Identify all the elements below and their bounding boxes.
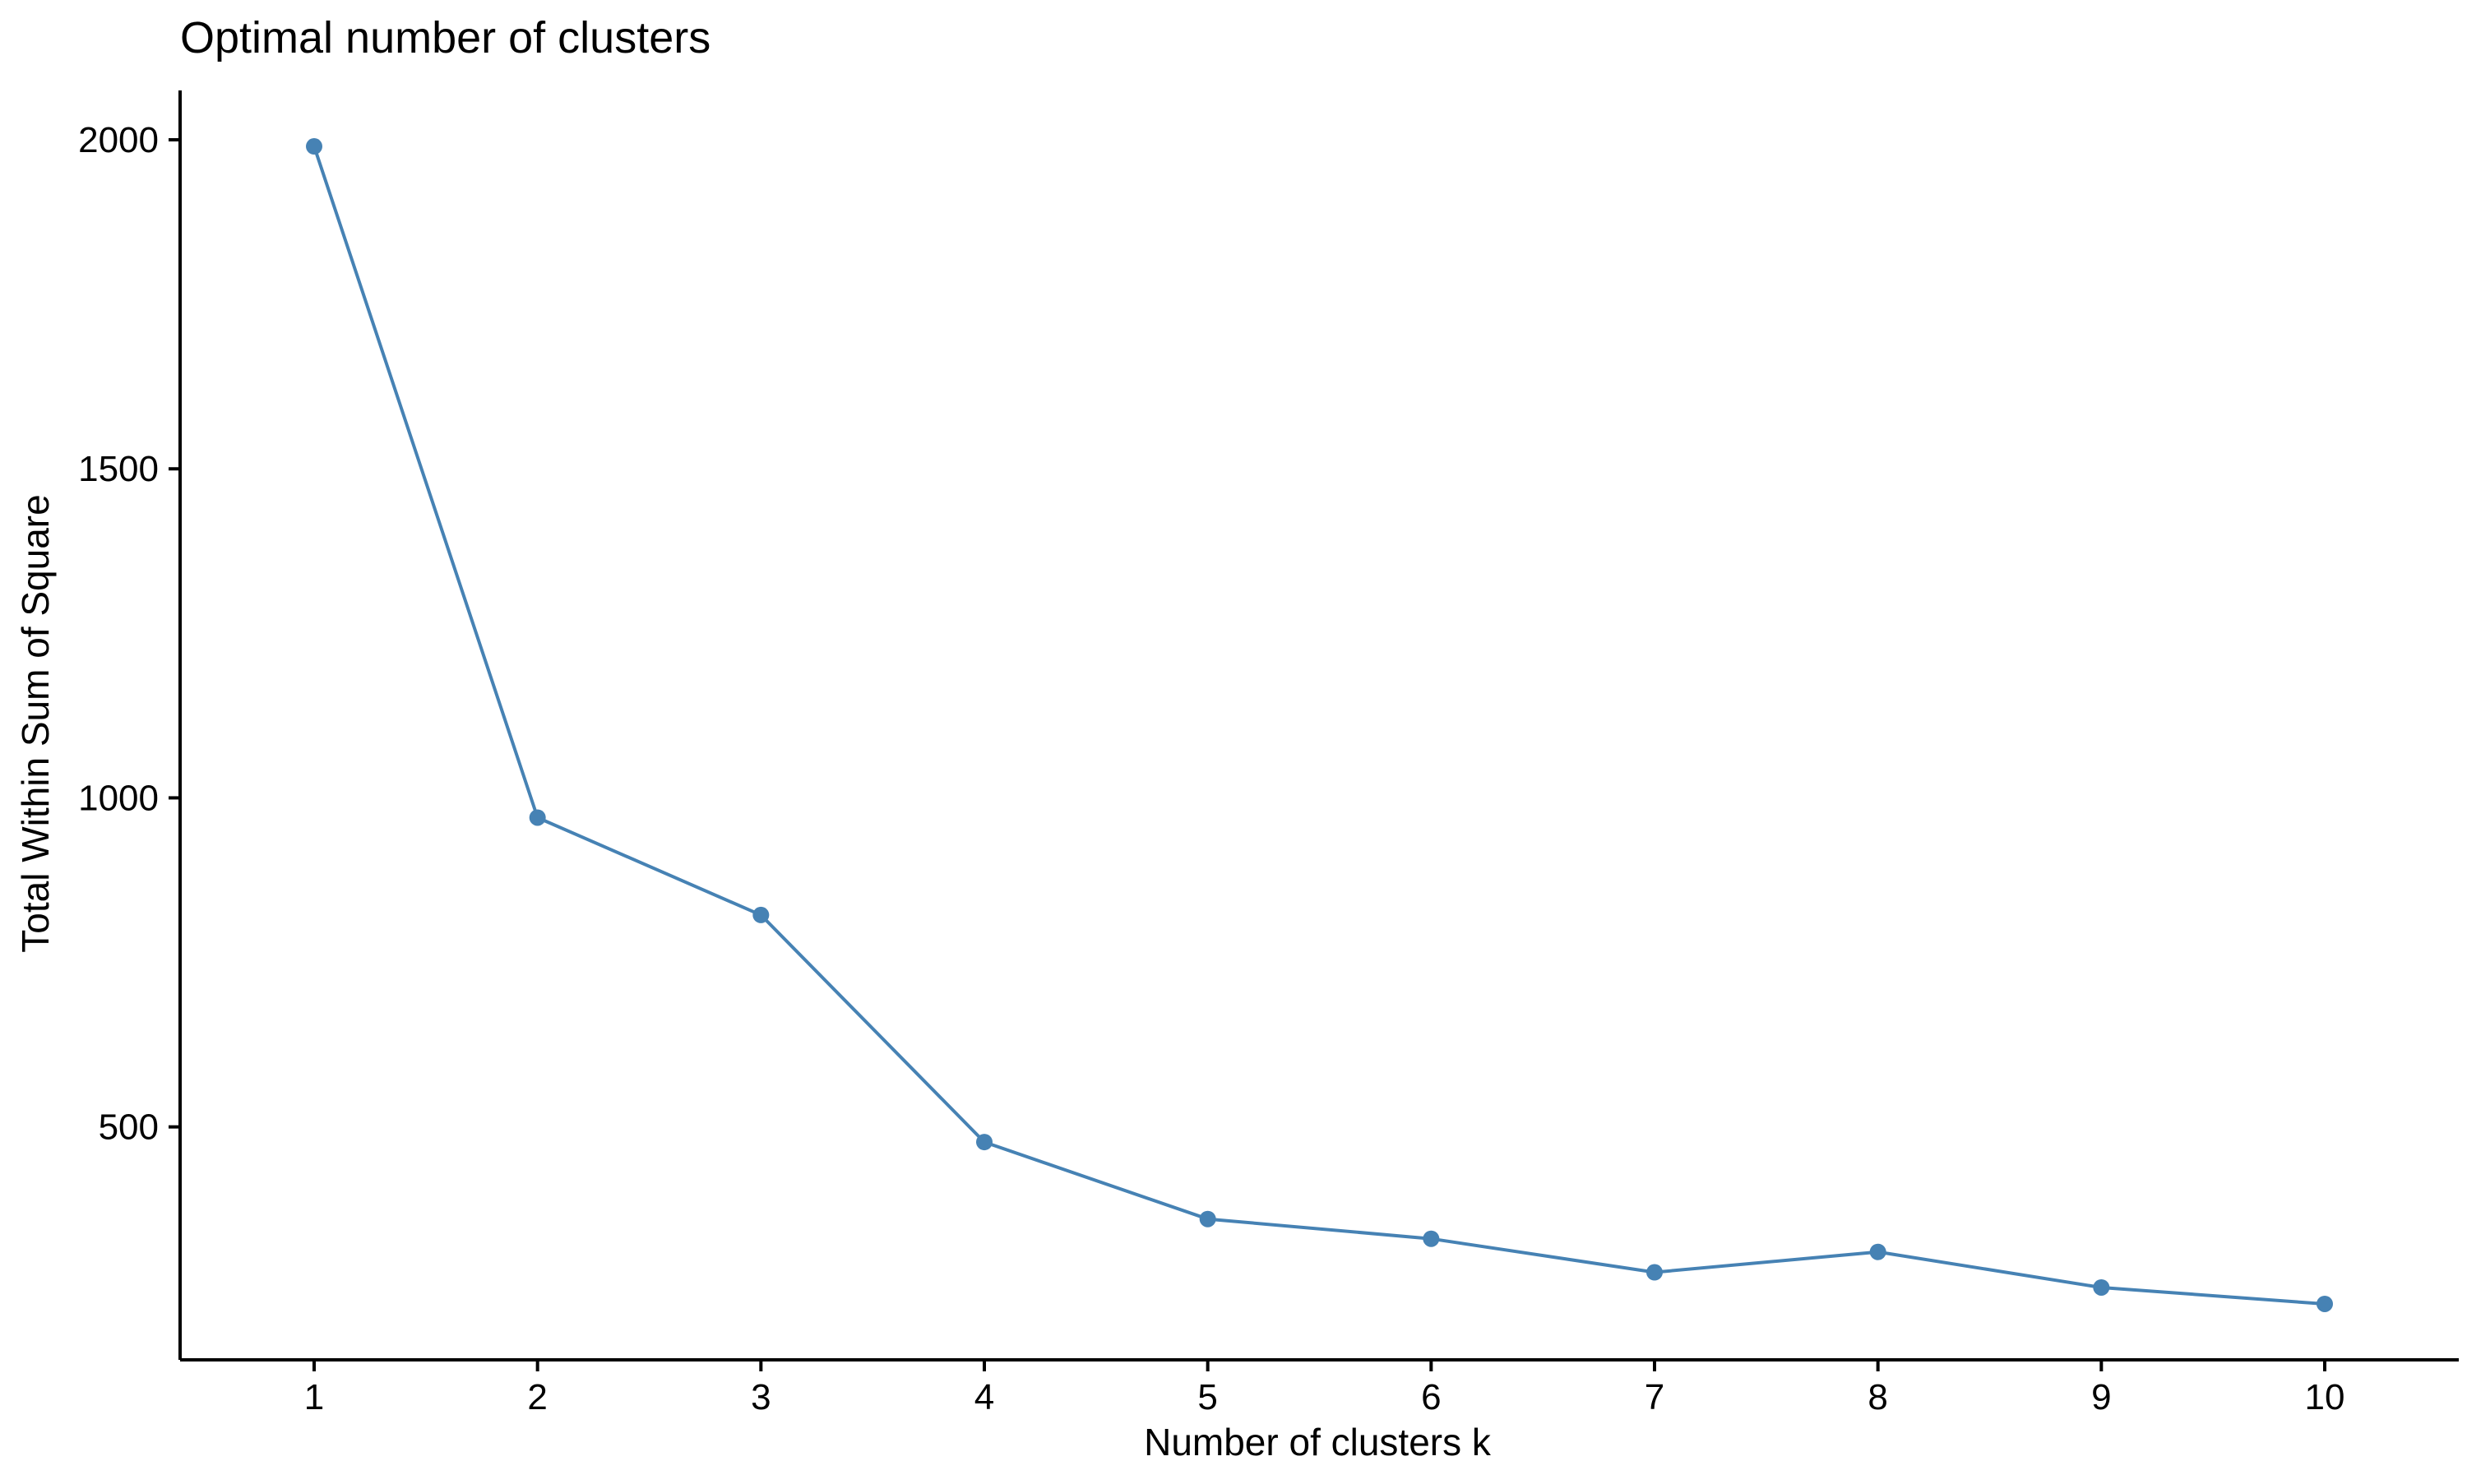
data-point [976, 1134, 993, 1151]
y-axis-title: Total Within Sum of Square [14, 494, 57, 952]
data-point [2317, 1295, 2333, 1312]
x-tick-label: 10 [2305, 1377, 2345, 1417]
series-line [312, 145, 2326, 1306]
series-points [306, 138, 2333, 1312]
data-point [1199, 1210, 1216, 1227]
data-point [1869, 1243, 1886, 1260]
x-tick-label: 7 [1645, 1377, 1664, 1417]
x-tick-label: 1 [304, 1377, 324, 1417]
x-tick-label: 3 [751, 1377, 771, 1417]
data-point [752, 906, 770, 923]
series-layer [306, 138, 2333, 1312]
y-tick-label: 2000 [78, 120, 159, 160]
y-axis-ticks: 500 1000 1500 2000 [78, 120, 180, 1148]
y-tick-label: 1000 [78, 778, 159, 818]
data-point [306, 138, 322, 155]
y-tick-label: 500 [99, 1107, 159, 1148]
x-axis-title: Number of clusters k [1144, 1421, 1492, 1463]
x-tick-label: 8 [1868, 1377, 1887, 1417]
chart-title: Optimal number of clusters [180, 13, 710, 62]
y-tick-label: 1500 [78, 449, 159, 489]
x-tick-label: 5 [1197, 1377, 1217, 1417]
x-tick-label: 2 [527, 1377, 547, 1417]
x-axis-ticks: 1 2 3 4 5 6 7 8 9 10 [304, 1360, 2345, 1417]
data-point [529, 809, 546, 826]
x-tick-label: 9 [2091, 1377, 2111, 1417]
x-tick-label: 6 [1421, 1377, 1441, 1417]
data-point [1423, 1230, 1440, 1247]
data-point [1646, 1264, 1663, 1281]
data-point [2093, 1278, 2110, 1296]
x-tick-label: 4 [974, 1377, 994, 1417]
